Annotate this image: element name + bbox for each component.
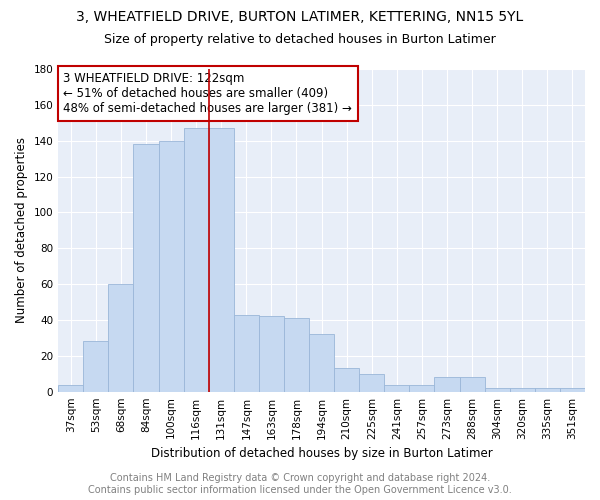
X-axis label: Distribution of detached houses by size in Burton Latimer: Distribution of detached houses by size … bbox=[151, 447, 493, 460]
Bar bbox=[535, 388, 560, 392]
Text: Size of property relative to detached houses in Burton Latimer: Size of property relative to detached ho… bbox=[104, 32, 496, 46]
Bar bbox=[334, 368, 359, 392]
Bar bbox=[184, 128, 209, 392]
Y-axis label: Number of detached properties: Number of detached properties bbox=[15, 138, 28, 324]
Bar bbox=[209, 128, 234, 392]
Bar bbox=[109, 284, 133, 392]
Bar bbox=[560, 388, 585, 392]
Text: Contains HM Land Registry data © Crown copyright and database right 2024.
Contai: Contains HM Land Registry data © Crown c… bbox=[88, 474, 512, 495]
Bar bbox=[460, 378, 485, 392]
Bar bbox=[510, 388, 535, 392]
Bar bbox=[284, 318, 309, 392]
Bar bbox=[58, 384, 83, 392]
Bar bbox=[385, 384, 409, 392]
Bar bbox=[409, 384, 434, 392]
Bar bbox=[158, 140, 184, 392]
Bar bbox=[309, 334, 334, 392]
Bar bbox=[434, 378, 460, 392]
Bar bbox=[259, 316, 284, 392]
Bar bbox=[83, 342, 109, 392]
Text: 3, WHEATFIELD DRIVE, BURTON LATIMER, KETTERING, NN15 5YL: 3, WHEATFIELD DRIVE, BURTON LATIMER, KET… bbox=[76, 10, 524, 24]
Bar bbox=[133, 144, 158, 392]
Text: 3 WHEATFIELD DRIVE: 122sqm
← 51% of detached houses are smaller (409)
48% of sem: 3 WHEATFIELD DRIVE: 122sqm ← 51% of deta… bbox=[64, 72, 352, 115]
Bar bbox=[234, 314, 259, 392]
Bar bbox=[359, 374, 385, 392]
Bar bbox=[485, 388, 510, 392]
